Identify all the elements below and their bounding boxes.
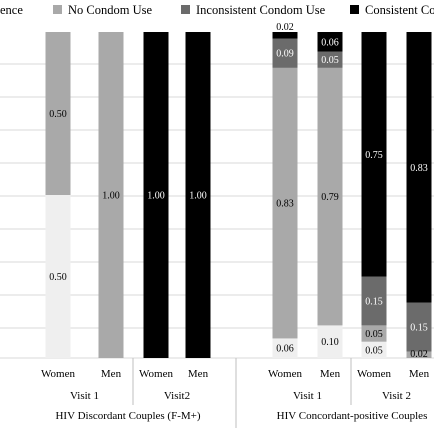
bar-segment-consistent [272,32,298,39]
bar-value-label: 0.10 [321,337,339,348]
legend-label-inconsistent: Inconsistent Condom Use [196,3,326,17]
bar-value-label: 0.79 [321,192,339,203]
bar-value-label: 0.05 [321,55,339,66]
bar-value-label: 1.00 [147,191,165,202]
bars [45,32,432,358]
bar-segment-consistent [143,32,169,358]
bar-value-label: 0.15 [365,296,383,307]
bar-segment-abstinence [272,338,298,358]
bar-value-label: 0.09 [276,49,294,60]
category-label: Men [409,368,430,380]
bar-segment-abstinence [361,341,387,358]
visit-label: Visit 2 [382,390,411,402]
bar-segment-inconsistent [317,51,343,68]
category-label: Women [268,368,302,380]
bar-value-label: 0.50 [49,109,67,120]
legend-label-abstinence: ence [0,3,23,17]
bar-segment-inconsistent [361,276,387,326]
legend-swatch-consistent [350,5,359,14]
bar-value-label: 0.02 [276,22,294,33]
bar-segment-inconsistent [272,38,298,68]
bar-segment-no_condom [272,67,298,339]
bar-value-label: 0.15 [410,323,428,334]
bar-segment-consistent [317,32,343,52]
bar-value-label: 0.02 [410,349,428,360]
legend-label-no_condom: No Condom Use [68,3,152,17]
visit-label: Visit2 [164,390,190,402]
bar-value-label: 0.83 [276,199,294,210]
legend-swatch-inconsistent [181,5,190,14]
category-label: Women [357,368,391,380]
legend-label-consistent: Consistent Co [365,3,434,17]
bar-value-label: 0.05 [365,329,383,340]
visit-label: Visit 1 [293,390,322,402]
category-label: Men [101,368,122,380]
category-label: Men [320,368,341,380]
legend-swatch-no_condom [53,5,62,14]
bar-value-label: 0.06 [321,37,339,48]
visit-label: Visit 1 [70,390,99,402]
group-label: HIV Discordant Couples (F-M+) [55,410,200,422]
bar-segment-consistent [406,32,432,303]
bar-value-label: 0.75 [365,150,383,161]
bar-value-label: 1.00 [189,191,207,202]
bar-segment-abstinence [317,325,343,358]
bar-value-label: 0.05 [365,345,383,356]
bar-segment-inconsistent [406,302,432,352]
bar-segment-abstinence [45,195,71,358]
bar-segment-consistent [185,32,211,358]
bar-value-label: 0.06 [276,344,294,355]
bar-segment-consistent [361,32,387,277]
group-label: HIV Concordant-positive Couples [277,410,428,422]
category-label: Men [188,368,209,380]
legend: ence No Condom Use Inconsistent Condom Use… [0,3,434,17]
bar-segment-no_condom [45,32,71,195]
bar-segment-no_condom [406,351,432,358]
bar-segment-no_condom [361,325,387,342]
segment-labels: 0.50 0.50 1.00 1.00 1.00 0.06 0.83 0.09 0.02 0.10… [49,22,428,360]
bar-value-label: 1.00 [102,191,120,202]
category-label: Women [41,368,75,380]
bar-value-label: 0.50 [49,272,67,283]
bar-segment-no_condom [317,67,343,326]
bar-segment-no_condom [98,32,124,358]
bar-value-label: 0.83 [410,163,428,174]
category-label: Women [139,368,173,380]
